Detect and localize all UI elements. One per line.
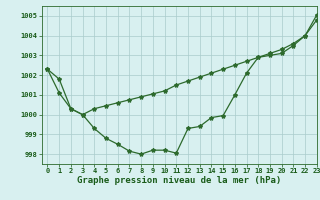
X-axis label: Graphe pression niveau de la mer (hPa): Graphe pression niveau de la mer (hPa) [77, 176, 281, 185]
